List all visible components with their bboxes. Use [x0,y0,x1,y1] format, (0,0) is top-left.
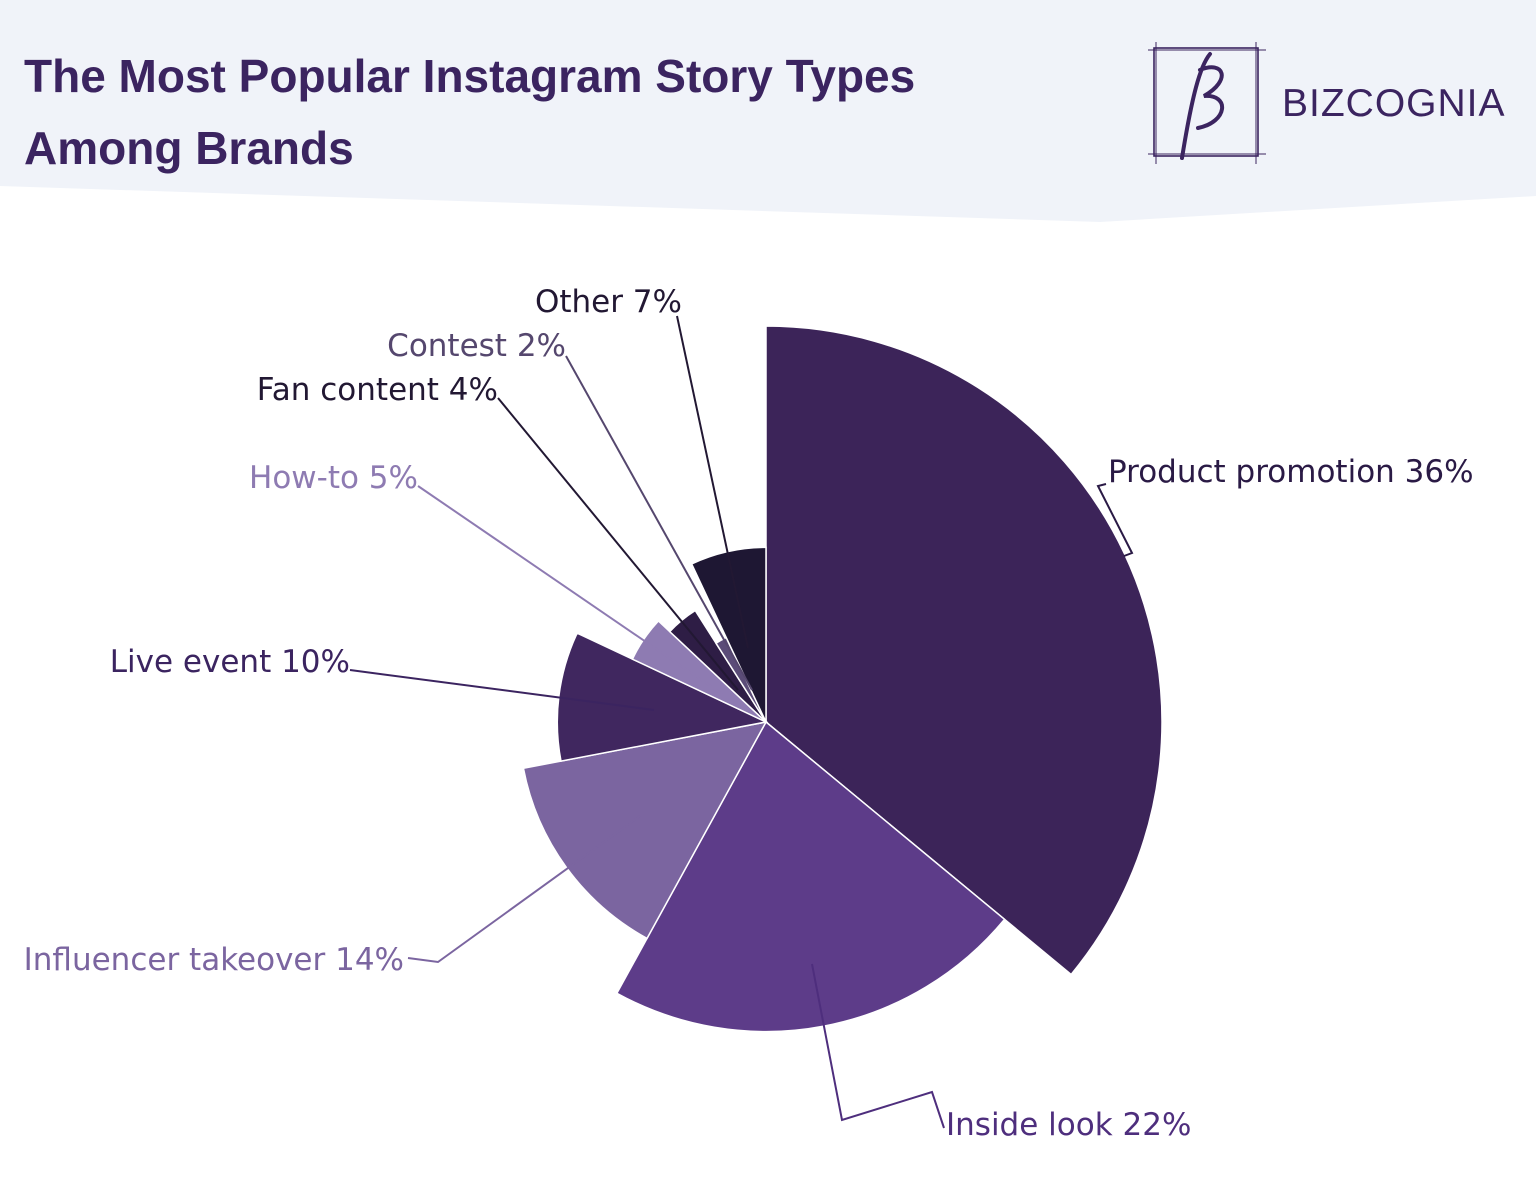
data-label: Product promotion 36% [1108,454,1474,490]
slice-how-to [631,619,767,723]
slice-influencer-takeover [522,720,768,940]
leader-line [417,485,723,695]
leader-line [349,669,655,711]
header-background [0,0,1536,222]
data-label: Contest 2% [387,328,566,364]
data-label: Inside look 22% [946,1107,1191,1143]
leader-line [676,315,749,649]
data-label: How-to 5% [249,460,418,496]
page-title: The Most Popular Instagram Story Types A… [24,50,916,174]
brand-name: BIZCOGNIA [1282,82,1506,125]
data-label: Influencer takeover 14% [24,942,404,978]
logo-mark-icon [1148,42,1266,164]
data-label: Other 7% [535,284,682,320]
leader-line [497,397,739,691]
slice-live-event [556,632,769,762]
header-band [0,0,1536,222]
data-label: Live event 10% [110,644,350,680]
brand-logo: BIZCOGNIA [1140,36,1520,176]
data-label: Fan content 4% [257,372,498,408]
leader-line [811,963,945,1129]
leader-line [565,355,753,691]
leader-line [407,815,641,964]
leader-line [1096,483,1134,557]
slice-product-promotion [765,325,1163,976]
